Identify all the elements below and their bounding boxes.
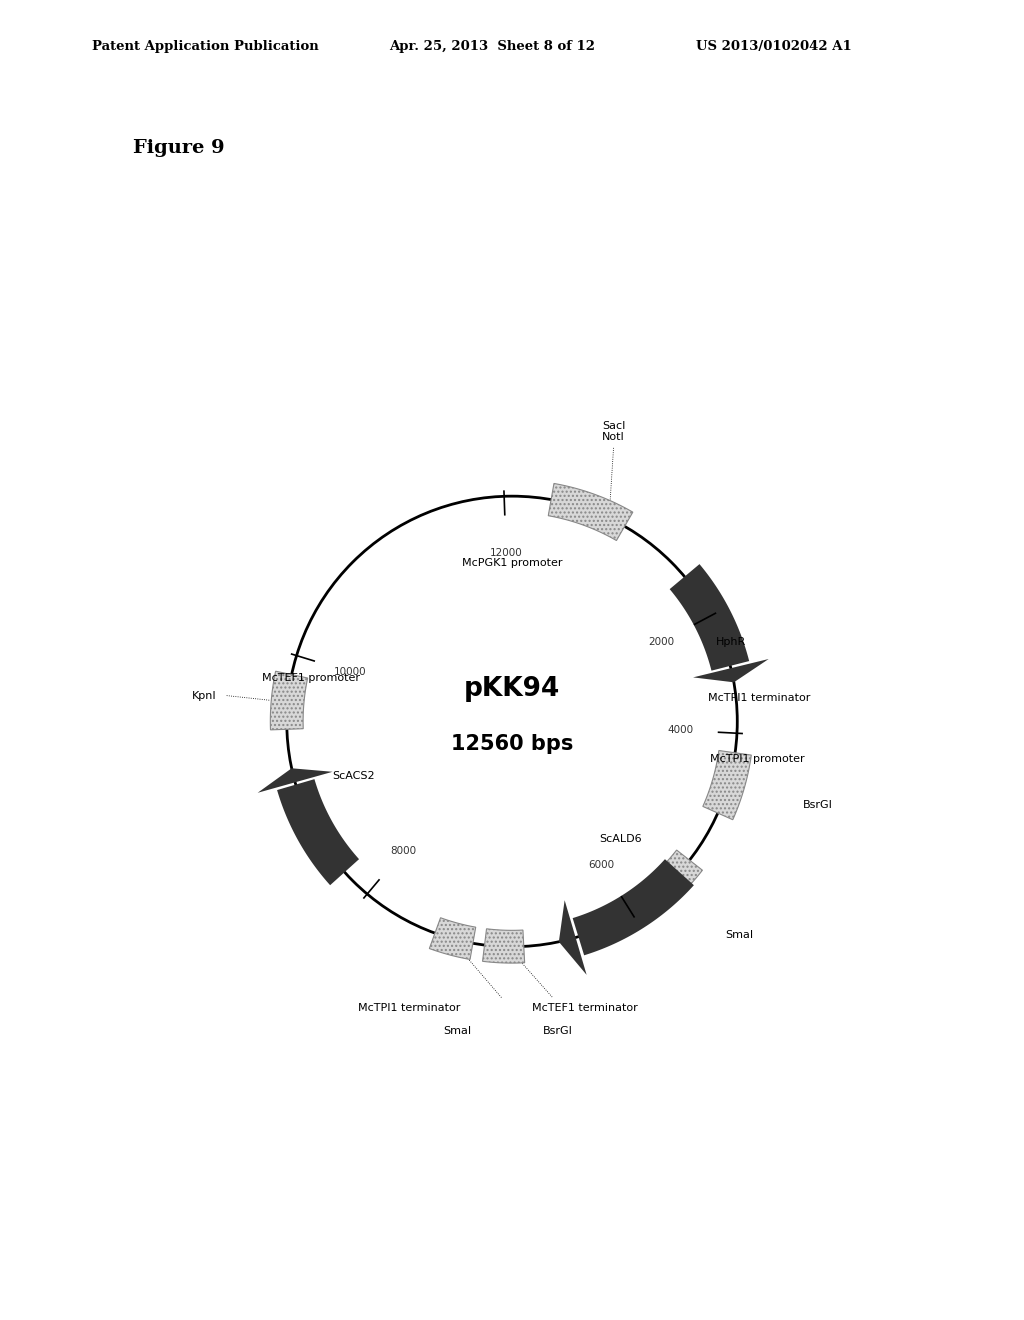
Polygon shape <box>270 671 307 730</box>
Text: 8000: 8000 <box>390 846 417 855</box>
Text: 4000: 4000 <box>668 725 694 735</box>
Text: Figure 9: Figure 9 <box>133 139 224 157</box>
Text: US 2013/0102042 A1: US 2013/0102042 A1 <box>696 40 852 53</box>
Polygon shape <box>641 850 702 912</box>
Text: HphR: HphR <box>716 636 745 647</box>
Text: BsrGI: BsrGI <box>543 1026 572 1036</box>
Polygon shape <box>702 751 752 820</box>
Text: McTEF1 terminator: McTEF1 terminator <box>532 1003 638 1012</box>
Text: KpnI: KpnI <box>191 690 216 701</box>
Polygon shape <box>572 859 694 956</box>
Text: McTPI1 terminator: McTPI1 terminator <box>358 1003 461 1012</box>
Text: SacI
NotI: SacI NotI <box>602 421 626 442</box>
Text: ScACS2: ScACS2 <box>333 771 375 781</box>
Text: 10000: 10000 <box>334 667 367 677</box>
Polygon shape <box>559 900 587 975</box>
Text: ScALD6: ScALD6 <box>599 834 642 845</box>
Text: pKK94: pKK94 <box>464 676 560 702</box>
Polygon shape <box>482 929 524 964</box>
Text: Apr. 25, 2013  Sheet 8 of 12: Apr. 25, 2013 Sheet 8 of 12 <box>389 40 595 53</box>
Text: Patent Application Publication: Patent Application Publication <box>92 40 318 53</box>
Polygon shape <box>258 768 333 793</box>
Polygon shape <box>429 917 476 960</box>
Text: McPGK1 promoter: McPGK1 promoter <box>462 558 562 568</box>
Polygon shape <box>670 564 750 671</box>
Polygon shape <box>278 779 359 886</box>
Text: SmaI: SmaI <box>443 1026 471 1036</box>
Text: 2000: 2000 <box>648 638 674 647</box>
Text: SmaI: SmaI <box>726 931 754 940</box>
Text: 12000: 12000 <box>489 548 522 557</box>
Text: 6000: 6000 <box>589 859 614 870</box>
Text: McTPI1 terminator: McTPI1 terminator <box>708 693 810 704</box>
Text: McTEF1 promoter: McTEF1 promoter <box>262 673 359 682</box>
Text: McTPI1 promoter: McTPI1 promoter <box>711 754 805 764</box>
Polygon shape <box>693 659 769 682</box>
Polygon shape <box>548 483 633 540</box>
Text: BsrGI: BsrGI <box>803 800 833 809</box>
Text: 12560 bps: 12560 bps <box>451 734 573 754</box>
